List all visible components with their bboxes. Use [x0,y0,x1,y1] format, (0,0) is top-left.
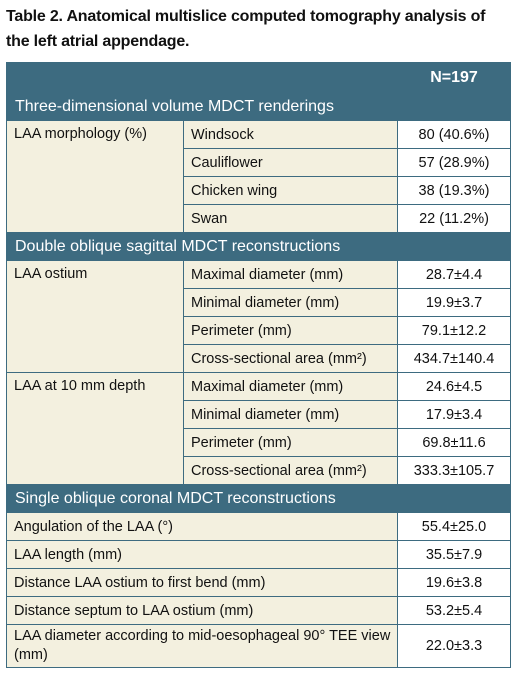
row-value: 79.1±12.2 [397,316,511,345]
header-blank-cell [6,62,398,93]
section-header-row: Single oblique coronal MDCT reconstructi… [6,484,511,513]
table-row: LAA length (mm) 35.5±7.9 [6,540,511,569]
row-value: 19.6±3.8 [397,568,511,597]
row-label: Distance LAA ostium to first bend (mm) [6,568,398,597]
row-label: Cauliflower [183,148,398,177]
table-row: Cauliflower 57 (28.9%) [7,148,511,177]
row-value: 22.0±3.3 [397,624,511,668]
data-table: N=197 Three-dimensional volume MDCT rend… [6,62,511,668]
row-label: Cross-sectional area (mm²) [183,344,398,373]
row-value: 38 (19.3%) [397,176,511,205]
row-value: 80 (40.6%) [397,120,511,149]
table-row: Distance septum to LAA ostium (mm) 53.2±… [6,596,511,625]
row-value: 434.7±140.4 [397,344,511,373]
table-row: Swan 22 (11.2%) [7,204,511,233]
table-header-row: N=197 [6,62,511,93]
category-laa-ostium: LAA ostium [6,260,184,373]
row-value: 57 (28.9%) [397,148,511,177]
section-title-3d-renderings: Three-dimensional volume MDCT renderings [6,92,511,121]
row-label: Swan [183,204,398,233]
row-label: Maximal diameter (mm) [183,372,398,401]
row-value: 24.6±4.5 [397,372,511,401]
row-value: 17.9±3.4 [397,400,511,429]
row-value: 53.2±5.4 [397,596,511,625]
row-label: Distance septum to LAA ostium (mm) [6,596,398,625]
row-value: 35.5±7.9 [397,540,511,569]
row-label: Minimal diameter (mm) [183,288,398,317]
row-value: 55.4±25.0 [397,512,511,541]
row-value: 19.9±3.7 [397,288,511,317]
table-row: LAA at 10 mm depth Maximal diameter (mm)… [6,372,511,485]
row-value: 69.8±11.6 [397,428,511,457]
row-label: Minimal diameter (mm) [183,400,398,429]
row-value: 333.3±105.7 [397,456,511,485]
row-value: 28.7±4.4 [397,260,511,289]
table-row: Minimal diameter (mm) 17.9±3.4 [7,400,511,429]
table-row: Minimal diameter (mm) 19.9±3.7 [7,288,511,317]
row-label: Perimeter (mm) [183,428,398,457]
table-row: LAA morphology (%) Windsock 80 (40.6%) [6,120,511,233]
row-label: LAA diameter according to mid-oesophagea… [6,624,398,668]
section-title-coronal-reconstructions: Single oblique coronal MDCT reconstructi… [6,484,511,513]
table-row: LAA ostium Maximal diameter (mm) 28.7±4.… [6,260,511,373]
table-row: Perimeter (mm) 79.1±12.2 [7,316,511,345]
table-row: Angulation of the LAA (°) 55.4±25.0 [6,512,511,541]
section-title-sagittal-reconstructions: Double oblique sagittal MDCT reconstruct… [6,232,511,261]
section-header-row: Three-dimensional volume MDCT renderings [6,92,511,121]
row-label: Windsock [183,120,398,149]
table-row: Distance LAA ostium to first bend (mm) 1… [6,568,511,597]
section-header-row: Double oblique sagittal MDCT reconstruct… [6,232,511,261]
category-laa-10mm-depth: LAA at 10 mm depth [6,372,184,485]
row-value: 22 (11.2%) [397,204,511,233]
row-label: Angulation of the LAA (°) [6,512,398,541]
row-label: Perimeter (mm) [183,316,398,345]
table-caption: Table 2. Anatomical multislice computed … [6,8,486,50]
row-label: Cross-sectional area (mm²) [183,456,398,485]
table-row: Cross-sectional area (mm²) 434.7±140.4 [7,344,511,373]
table-row: Perimeter (mm) 69.8±11.6 [7,428,511,457]
category-laa-morphology: LAA morphology (%) [6,120,184,233]
row-label: Chicken wing [183,176,398,205]
n-header: N=197 [397,62,511,93]
table-row: LAA diameter according to mid-oesophagea… [6,624,511,668]
row-label: Maximal diameter (mm) [183,260,398,289]
row-label: LAA length (mm) [6,540,398,569]
